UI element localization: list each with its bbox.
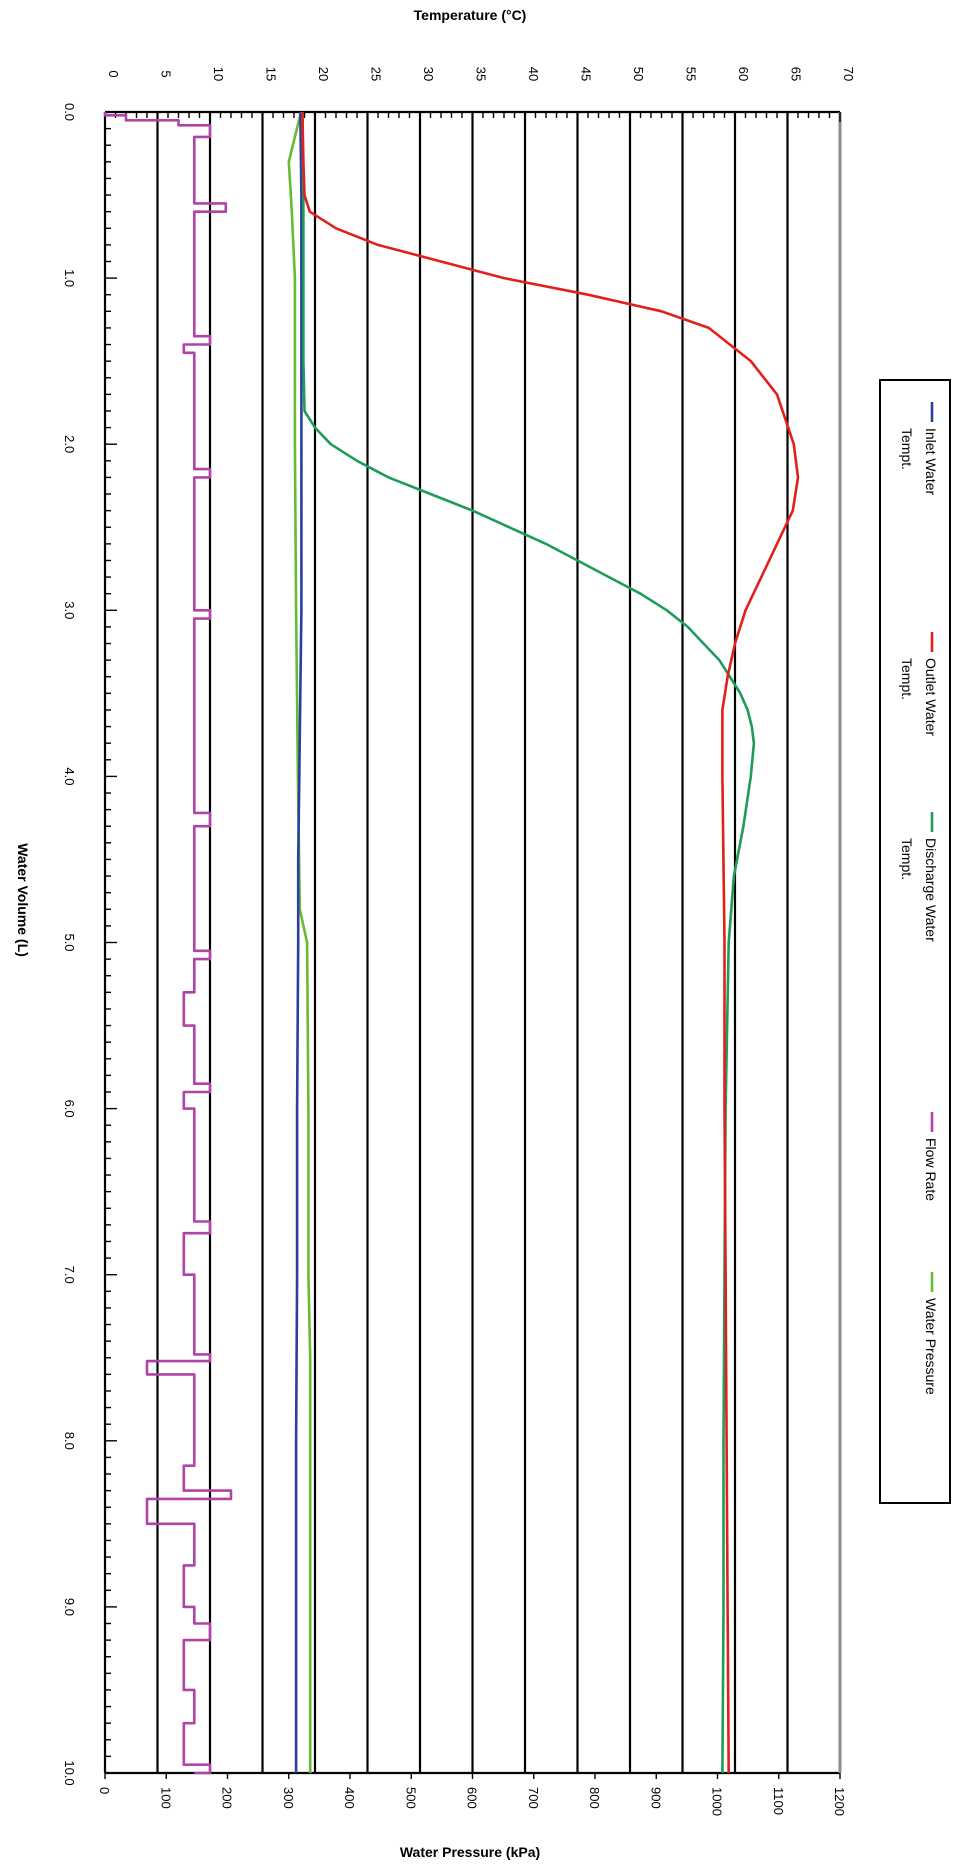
- tick-label-volume-6.0: 6.0: [62, 1100, 77, 1118]
- series-outlet-water-tempt: [301, 111, 800, 1774]
- series-inlet-water-tempt: [294, 111, 303, 1773]
- tick-label-temp-65: 65: [789, 67, 804, 81]
- tick-label-volume-8.0: 8.0: [62, 1432, 77, 1450]
- legend-label-3-line-0: Flow Rate: [923, 1138, 939, 1201]
- legend-label-0-line-1: Tempt.: [899, 428, 915, 470]
- tick-label-volume-7.0: 7.0: [62, 1266, 77, 1284]
- tick-label-temp-15: 15: [264, 67, 279, 81]
- title-top-group: Temperature (°C): [414, 7, 527, 23]
- legend-box: [879, 379, 951, 1504]
- tick-label-temp-5: 5: [159, 70, 174, 77]
- tick-label-pressure-700: 700: [526, 1787, 541, 1809]
- axis-title-water-volume: Water Volume (L): [15, 843, 31, 957]
- tick-label-temp-35: 35: [474, 67, 489, 81]
- tick-label-temp-55: 55: [684, 67, 699, 81]
- tick-label-pressure-400: 400: [342, 1787, 357, 1809]
- title-x-group: Water Volume (L): [15, 843, 31, 957]
- tick-label-volume-3.0: 3.0: [62, 601, 77, 619]
- tick-label-pressure-500: 500: [403, 1787, 418, 1809]
- legend-label-1-line-0: Outlet Water: [923, 658, 939, 736]
- series-water-pressure: [287, 111, 312, 1773]
- tick-label-volume-4.0: 4.0: [62, 767, 77, 785]
- title-bottom-group: Water Pressure (kPa): [400, 1844, 540, 1860]
- tick-label-pressure-900: 900: [648, 1787, 663, 1809]
- legend: Inlet Water Tempt. Outlet Water Tempt. Disch…: [879, 379, 951, 1504]
- tick-label-volume-9.0: 9.0: [62, 1598, 77, 1616]
- tick-label-temp-60: 60: [736, 67, 751, 81]
- tick-label-temp-40: 40: [526, 67, 541, 81]
- tick-label-volume-10.0: 10.0: [62, 1760, 77, 1785]
- plot-series: [103, 111, 800, 1775]
- tick-label-volume-0.0: 0.0: [62, 103, 77, 121]
- legend-label-2-line-0: Discharge Water: [923, 838, 939, 942]
- tick-labels: 0 5 10 15 20 25 30 35 40 45 50 55 60 65 700 100 200 300 40…: [62, 67, 856, 1816]
- tick-label-pressure-200: 200: [220, 1787, 235, 1809]
- tick-label-pressure-1000: 1000: [710, 1787, 725, 1816]
- tick-label-temp-10: 10: [211, 67, 226, 81]
- tick-label-temp-45: 45: [579, 67, 594, 81]
- tick-label-pressure-1100: 1100: [771, 1787, 786, 1815]
- tick-label-temp-25: 25: [369, 67, 384, 81]
- tick-label-volume-1.0: 1.0: [62, 269, 77, 287]
- tick-label-temp-0: 0: [106, 70, 121, 77]
- tick-label-pressure-800: 800: [587, 1787, 602, 1809]
- tick-label-pressure-100: 100: [158, 1787, 173, 1809]
- series-discharge-water-tempt: [301, 111, 756, 1774]
- series-flow-rate: [103, 112, 233, 1775]
- axis-title-pressure: Water Pressure (kPa): [400, 1844, 540, 1860]
- tick-label-temp-20: 20: [316, 67, 331, 81]
- legend-label-0-line-0: Inlet Water: [923, 428, 939, 496]
- tick-label-pressure-300: 300: [281, 1787, 296, 1809]
- axis-title-temperature: Temperature (°C): [414, 7, 527, 23]
- tick-label-temp-70: 70: [841, 67, 856, 81]
- tick-label-temp-30: 30: [421, 67, 436, 81]
- tick-label-pressure-0: 0: [97, 1787, 112, 1794]
- tick-label-volume-5.0: 5.0: [62, 933, 77, 951]
- tick-label-pressure-1200: 1200: [832, 1787, 847, 1816]
- tick-label-temp-50: 50: [631, 67, 646, 81]
- legend-label-1-line-1: Tempt.: [899, 658, 915, 700]
- legend-label-4-line-0: Water Pressure: [923, 1298, 939, 1395]
- legend-label-2-line-1: Tempt.: [899, 838, 915, 880]
- tick-label-volume-2.0: 2.0: [62, 435, 77, 453]
- tick-label-pressure-600: 600: [465, 1787, 480, 1809]
